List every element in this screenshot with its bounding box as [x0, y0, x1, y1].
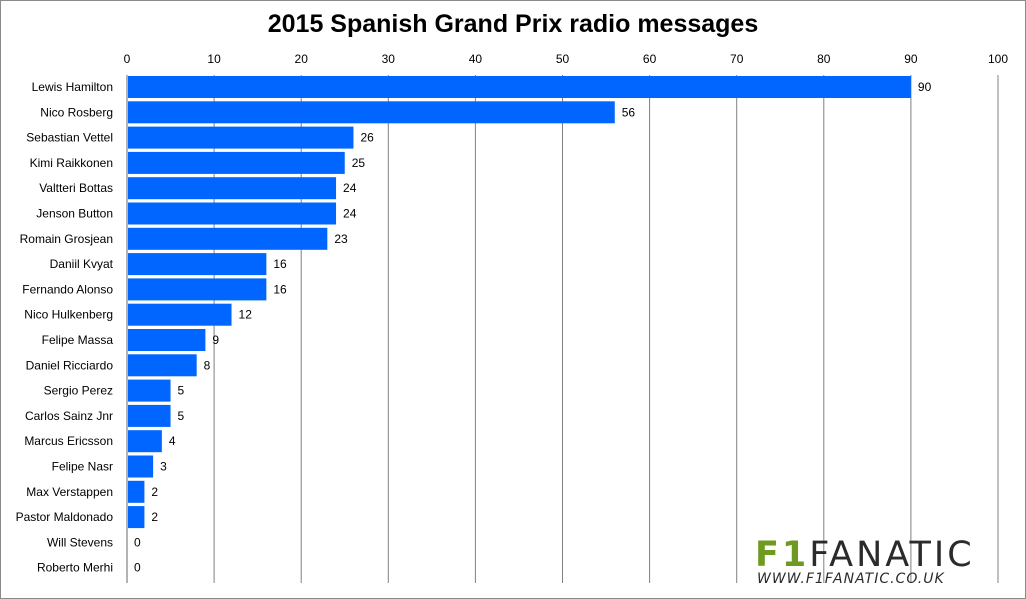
bar [128, 227, 328, 250]
data-label: 8 [204, 358, 211, 372]
x-tick-label: 80 [817, 52, 831, 66]
data-label: 24 [343, 181, 357, 195]
data-label: 0 [134, 535, 141, 549]
data-label: 26 [360, 131, 374, 145]
gridlines [126, 75, 999, 583]
data-label: 23 [334, 232, 348, 246]
category-label: Valtteri Bottas [39, 181, 113, 195]
category-label: Nico Hulkenberg [24, 308, 113, 322]
x-tick-label: 20 [295, 52, 309, 66]
x-tick-label: 70 [730, 52, 744, 66]
category-label: Nico Rosberg [40, 105, 113, 119]
category-label: Max Verstappen [26, 485, 113, 499]
logo-fanatic-text: FANATIC [809, 535, 975, 575]
bar [128, 455, 154, 478]
bar [128, 404, 171, 427]
category-label: Sergio Perez [44, 384, 113, 398]
category-label: Kimi Raikkonen [30, 156, 113, 170]
category-label: Sebastian Vettel [26, 131, 113, 145]
bar [128, 177, 337, 200]
data-label: 3 [160, 460, 167, 474]
bar [128, 76, 911, 98]
category-labels: Lewis Hamilton Nico Rosberg Sebastian Vett… [16, 80, 114, 575]
bar [128, 379, 171, 402]
data-label: 56 [622, 105, 636, 119]
chart-title: 2015 Spanish Grand Prix radio messages [267, 10, 759, 38]
bar [128, 202, 337, 225]
category-label: Will Stevens [47, 535, 113, 549]
category-label: Felipe Massa [42, 333, 114, 347]
logo-f1-text: F1 [755, 535, 810, 575]
category-label: Carlos Sainz Jnr [25, 409, 113, 423]
category-label: Pastor Maldonado [16, 510, 114, 524]
bar [128, 430, 162, 453]
data-label: 16 [273, 257, 287, 271]
data-label: 2 [151, 485, 158, 499]
bar [128, 253, 267, 276]
logo-wordmark: F1FANATIC [755, 537, 975, 573]
data-label: 12 [239, 308, 253, 322]
data-label: 0 [134, 561, 141, 575]
x-tick-label: 100 [988, 52, 1008, 66]
bar [128, 303, 232, 326]
x-tick-label: 90 [904, 52, 918, 66]
category-label: Romain Grosjean [20, 232, 113, 246]
bar [128, 151, 345, 174]
data-label: 5 [178, 384, 185, 398]
f1fanatic-logo: F1FANATIC WWW.F1FANATIC.CO.UK [755, 537, 1010, 589]
data-label: 90 [918, 80, 932, 94]
bar [128, 480, 145, 503]
category-label: Lewis Hamilton [32, 80, 113, 94]
data-label: 25 [352, 156, 366, 170]
x-tick-label: 0 [124, 52, 131, 66]
bar [128, 354, 197, 377]
x-axis-ticks: 0 10 20 30 40 50 60 70 80 90 100 [124, 52, 1009, 66]
data-label: 2 [151, 510, 158, 524]
bars [128, 76, 911, 529]
category-label: Roberto Merhi [37, 561, 113, 575]
bar [128, 506, 145, 529]
data-label: 4 [169, 434, 176, 448]
bar [128, 329, 206, 351]
category-label: Jenson Button [36, 207, 113, 221]
x-tick-label: 30 [382, 52, 396, 66]
logo-url-text: WWW.F1FANATIC.CO.UK [757, 571, 945, 587]
category-label: Fernando Alonso [22, 282, 113, 296]
category-label: Marcus Ericsson [24, 434, 113, 448]
category-label: Daniil Kvyat [50, 257, 114, 271]
x-tick-label: 10 [207, 52, 221, 66]
category-label: Daniel Ricciardo [26, 358, 114, 372]
x-tick-label: 60 [643, 52, 657, 66]
x-tick-label: 50 [556, 52, 570, 66]
bar [128, 126, 354, 149]
data-label: 9 [212, 333, 219, 347]
data-label: 24 [343, 207, 357, 221]
x-tick-label: 40 [469, 52, 483, 66]
category-label: Felipe Nasr [52, 460, 113, 474]
bar [128, 278, 267, 301]
data-label: 5 [178, 409, 185, 423]
bar [128, 101, 615, 124]
data-label: 16 [273, 282, 287, 296]
